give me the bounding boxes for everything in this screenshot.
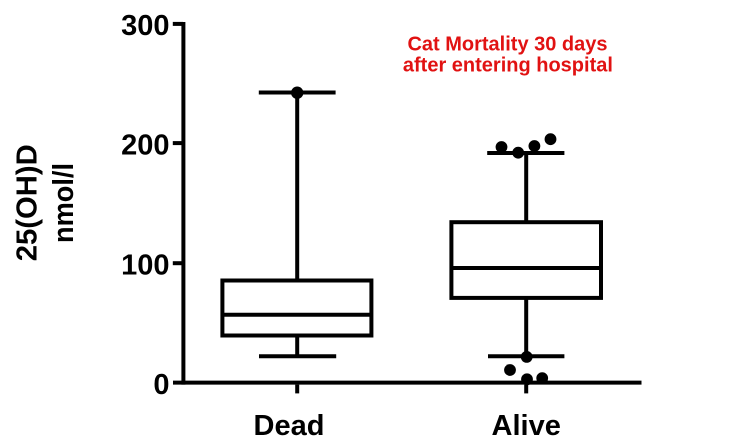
svg-text:Dead: Dead (254, 410, 325, 438)
svg-text:200: 200 (121, 129, 169, 161)
svg-text:25(OH)D: 25(OH)D (12, 144, 44, 261)
svg-text:nmol/l: nmol/l (48, 163, 80, 243)
svg-text:Cat Mortality 30 days: Cat Mortality 30 days (407, 33, 607, 55)
svg-text:after entering hospital: after entering hospital (403, 55, 613, 77)
svg-text:100: 100 (121, 250, 169, 282)
svg-text:0: 0 (153, 369, 169, 401)
svg-text:Alive: Alive (492, 410, 561, 438)
svg-text:300: 300 (121, 10, 169, 42)
